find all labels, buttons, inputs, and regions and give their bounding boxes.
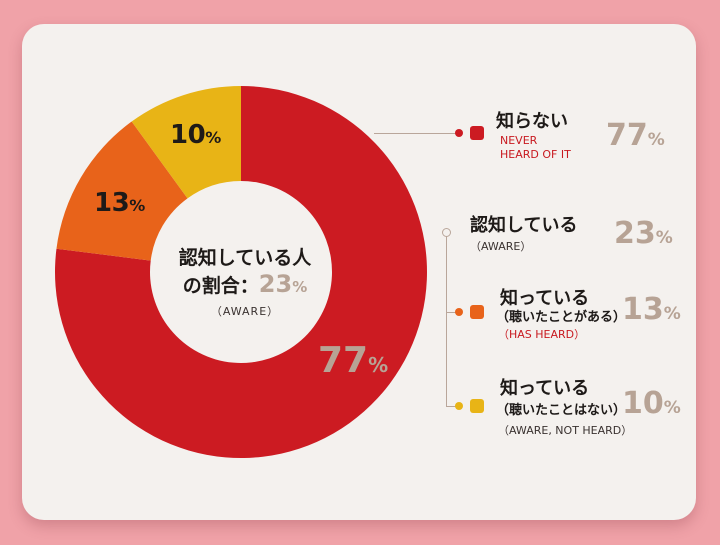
legend-en-has-heard: （HAS HEARD） — [498, 328, 586, 341]
center-subtitle: （AWARE） — [210, 305, 280, 318]
center-value-row: の割合：23% — [182, 270, 308, 298]
segment-label-77: 77% — [318, 340, 389, 381]
legend-jp-sub-not-heard: （聴いたことはない） — [496, 403, 627, 418]
connector-tick-not-heard — [446, 406, 456, 407]
legend-jp-sub-has-heard: （聴いたことがある） — [496, 310, 627, 325]
legend-title-has-heard: 知っている — [500, 288, 590, 309]
legend-dot-never — [455, 129, 463, 137]
legend-dot-aware — [442, 228, 451, 237]
legend-en2-never: HEARD OF IT — [500, 148, 571, 161]
donut-center: 認知している人 の割合：23% （AWARE） — [155, 246, 335, 319]
legend-title-aware: 認知している — [470, 215, 578, 236]
legend-value-never: 77% — [606, 118, 665, 153]
connector-line-aware-group — [446, 232, 447, 407]
legend-swatch-not-heard — [470, 399, 484, 413]
legend-swatch-has-heard — [470, 305, 484, 319]
legend-title-not-heard: 知っている — [500, 378, 590, 399]
legend-title-never: 知らない — [496, 111, 568, 132]
connector-line-never — [374, 133, 462, 134]
legend-swatch-never — [470, 126, 484, 140]
slice-has-heard — [56, 121, 188, 261]
legend-en1-never: NEVER — [500, 134, 538, 147]
slice-not-heard — [131, 86, 241, 199]
connector-tick-has-heard — [446, 312, 456, 313]
legend-dot-has-heard — [455, 308, 463, 316]
legend-en-not-heard: （AWARE, NOT HEARD） — [498, 424, 633, 437]
center-title: 認知している人 — [178, 247, 312, 269]
legend-value-has-heard: 13% — [622, 292, 681, 327]
legend-en-aware: （AWARE） — [470, 240, 532, 253]
segment-label-13: 13% — [94, 188, 145, 218]
slice-never — [55, 86, 428, 459]
legend-value-not-heard: 10% — [622, 386, 681, 421]
segment-label-10: 10% — [170, 120, 221, 150]
legend-dot-not-heard — [455, 402, 463, 410]
legend-value-aware: 23% — [614, 216, 673, 251]
